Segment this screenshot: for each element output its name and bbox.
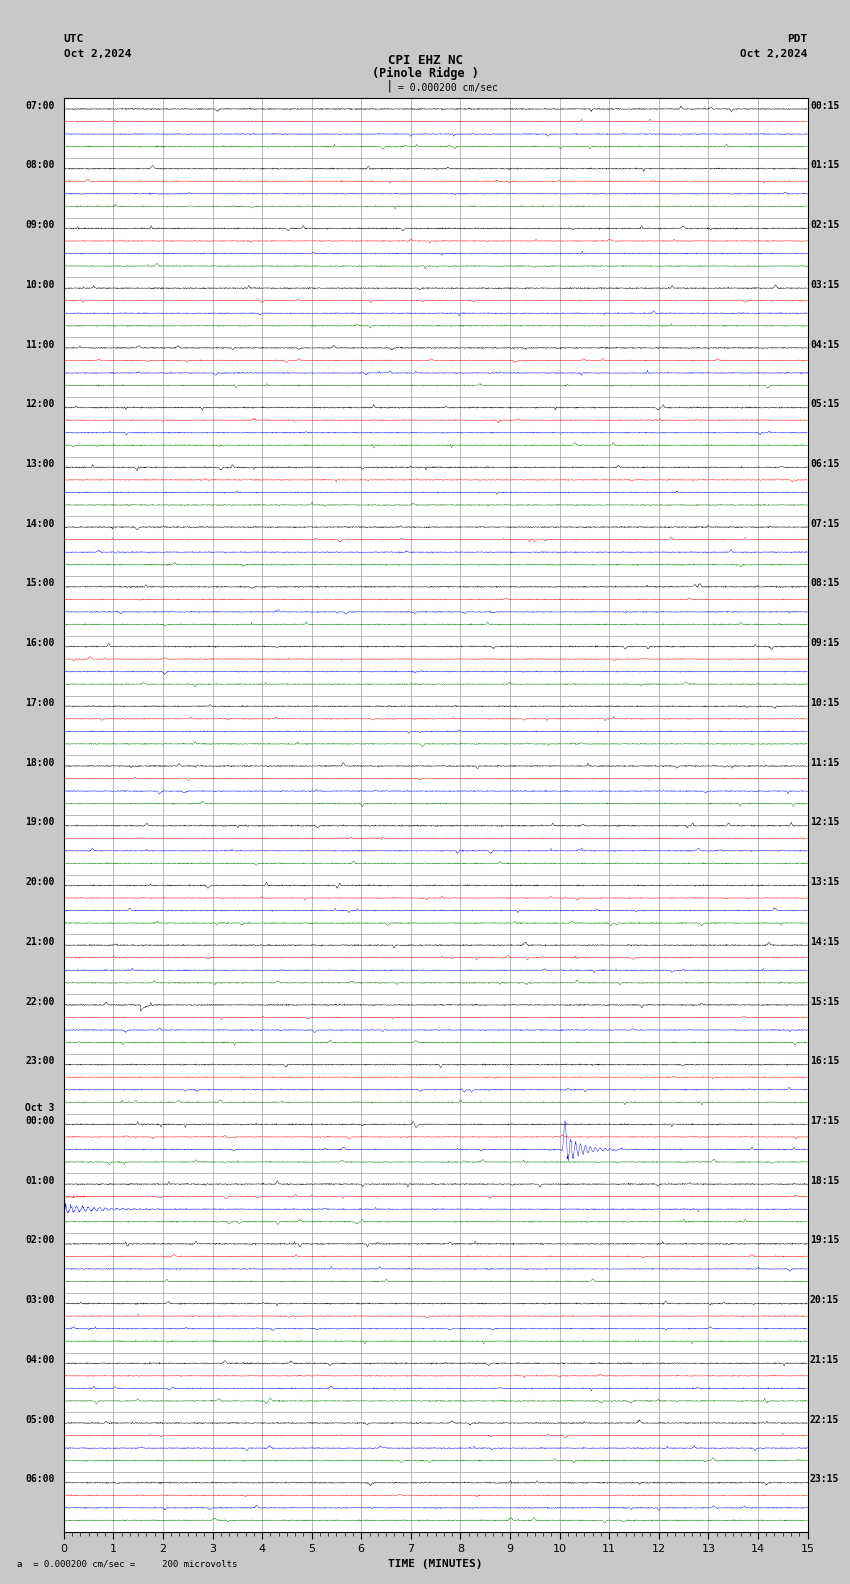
- Text: 22:00: 22:00: [26, 996, 54, 1006]
- Text: 14:00: 14:00: [26, 518, 54, 529]
- Text: 12:00: 12:00: [26, 399, 54, 409]
- Text: 18:00: 18:00: [26, 757, 54, 768]
- Text: = 0.000200 cm/sec: = 0.000200 cm/sec: [398, 82, 497, 92]
- Text: 03:00: 03:00: [26, 1296, 54, 1305]
- Text: 14:15: 14:15: [810, 936, 839, 947]
- Text: 20:15: 20:15: [810, 1296, 839, 1305]
- Text: 13:00: 13:00: [26, 459, 54, 469]
- Text: (Pinole Ridge ): (Pinole Ridge ): [371, 67, 479, 79]
- Text: CPI EHZ NC: CPI EHZ NC: [388, 54, 462, 67]
- Text: Oct 3: Oct 3: [26, 1102, 54, 1114]
- Text: 03:15: 03:15: [810, 280, 839, 290]
- Text: 17:15: 17:15: [810, 1117, 839, 1126]
- Text: 21:15: 21:15: [810, 1354, 839, 1365]
- Text: 04:15: 04:15: [810, 339, 839, 350]
- Text: Oct 2,2024: Oct 2,2024: [64, 49, 131, 59]
- Text: 19:00: 19:00: [26, 817, 54, 827]
- Text: 11:00: 11:00: [26, 339, 54, 350]
- Text: 07:15: 07:15: [810, 518, 839, 529]
- Text: 15:00: 15:00: [26, 578, 54, 588]
- Text: 15:15: 15:15: [810, 996, 839, 1006]
- Text: Oct 2,2024: Oct 2,2024: [740, 49, 808, 59]
- Text: 01:15: 01:15: [810, 160, 839, 171]
- Text: 10:00: 10:00: [26, 280, 54, 290]
- Text: 09:00: 09:00: [26, 220, 54, 230]
- Text: 00:00: 00:00: [26, 1117, 54, 1126]
- Text: 10:15: 10:15: [810, 699, 839, 708]
- X-axis label: TIME (MINUTES): TIME (MINUTES): [388, 1559, 483, 1570]
- Text: a  = 0.000200 cm/sec =     200 microvolts: a = 0.000200 cm/sec = 200 microvolts: [17, 1559, 237, 1568]
- Text: 11:15: 11:15: [810, 757, 839, 768]
- Text: 06:15: 06:15: [810, 459, 839, 469]
- Text: 21:00: 21:00: [26, 936, 54, 947]
- Text: PDT: PDT: [787, 35, 808, 44]
- Text: 23:15: 23:15: [810, 1475, 839, 1484]
- Text: 06:00: 06:00: [26, 1475, 54, 1484]
- Text: 04:00: 04:00: [26, 1354, 54, 1365]
- Text: 13:15: 13:15: [810, 878, 839, 887]
- Text: UTC: UTC: [64, 35, 84, 44]
- Text: 16:00: 16:00: [26, 638, 54, 648]
- Text: 22:15: 22:15: [810, 1415, 839, 1424]
- Text: 17:00: 17:00: [26, 699, 54, 708]
- Text: 01:00: 01:00: [26, 1175, 54, 1186]
- Text: 02:00: 02:00: [26, 1236, 54, 1245]
- Text: 12:15: 12:15: [810, 817, 839, 827]
- Text: 07:00: 07:00: [26, 101, 54, 111]
- Text: 16:15: 16:15: [810, 1057, 839, 1066]
- Text: 09:15: 09:15: [810, 638, 839, 648]
- Text: 00:15: 00:15: [810, 101, 839, 111]
- Text: 08:00: 08:00: [26, 160, 54, 171]
- Text: 05:00: 05:00: [26, 1415, 54, 1424]
- Text: |: |: [386, 79, 393, 92]
- Text: 18:15: 18:15: [810, 1175, 839, 1186]
- Text: 19:15: 19:15: [810, 1236, 839, 1245]
- Text: 08:15: 08:15: [810, 578, 839, 588]
- Text: 20:00: 20:00: [26, 878, 54, 887]
- Text: 05:15: 05:15: [810, 399, 839, 409]
- Text: 02:15: 02:15: [810, 220, 839, 230]
- Text: 23:00: 23:00: [26, 1057, 54, 1066]
